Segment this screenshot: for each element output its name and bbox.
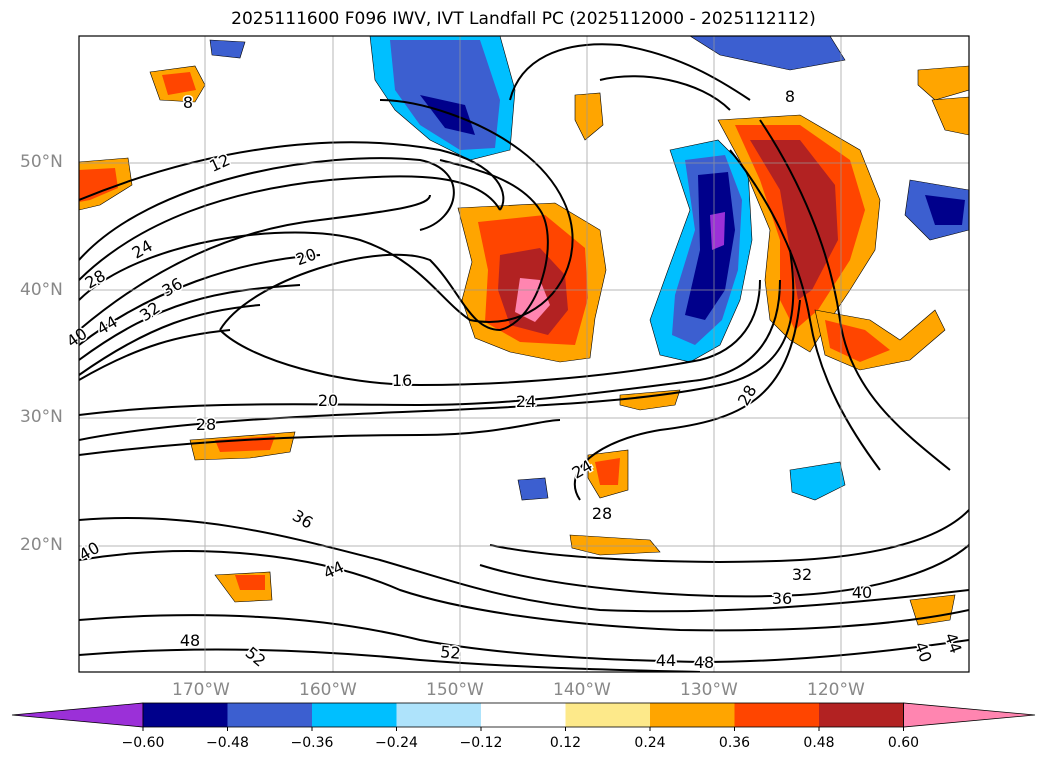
colorbar-extend-low xyxy=(11,702,144,728)
colorbar-tick-label: 0.48 xyxy=(803,735,834,751)
colorbar-extend-high xyxy=(903,702,1036,728)
negative-anomaly-south xyxy=(789,461,846,501)
lon-label-140w: 140°W xyxy=(553,680,611,700)
colorbar-segment xyxy=(650,703,735,727)
colorbar-segment xyxy=(396,703,481,727)
positive-anomaly-nw-core xyxy=(162,72,196,95)
colorbar-tick-label: 0.24 xyxy=(634,735,665,751)
contour-south-40 xyxy=(79,517,969,613)
contour-24 xyxy=(79,175,501,281)
contour-16b xyxy=(219,159,549,332)
contour-label: 32 xyxy=(792,565,812,584)
positive-anomaly-ne-small xyxy=(574,92,604,141)
contour-44 xyxy=(79,329,231,381)
contour-40 xyxy=(79,304,261,376)
contour-label: 20 xyxy=(318,391,338,410)
contour-east-2 xyxy=(759,119,951,471)
negative-anomaly-north-core xyxy=(420,95,475,135)
contour-label: 28 xyxy=(196,415,216,434)
colorbar-frame xyxy=(142,702,904,728)
contour-label: 48 xyxy=(694,653,714,672)
colorbar-tick-label: −0.60 xyxy=(122,735,165,751)
negative-anomaly-band-peak xyxy=(710,212,725,250)
colorbar-tick-label: −0.12 xyxy=(460,735,503,751)
contour-east xyxy=(729,149,881,471)
negative-anomaly-band-core xyxy=(685,172,735,320)
colorbar: −0.60 −0.48 −0.36 −0.24 −0.12 0.12 0.24 0.36 0.4… xyxy=(11,702,1036,751)
contour-32 xyxy=(79,254,321,346)
contour-24b xyxy=(79,249,795,441)
positive-anomaly-west-core xyxy=(79,168,118,202)
lat-label-30n: 30°N xyxy=(20,407,63,427)
colorbar-tick-label: −0.24 xyxy=(375,735,418,751)
contour-south-32 xyxy=(489,509,969,563)
lon-label-160w: 160°W xyxy=(299,680,357,700)
grid-lines xyxy=(79,36,969,672)
contour-label: 8 xyxy=(183,93,193,112)
colorbar-tick-label: 0.60 xyxy=(888,735,919,751)
contour-label: 48 xyxy=(180,631,200,650)
negative-anomaly-small xyxy=(517,477,549,501)
contour-south-52 xyxy=(79,648,701,672)
contour-south-44 xyxy=(79,550,969,632)
contour-label: 52 xyxy=(440,642,462,663)
negative-anomaly-topright xyxy=(689,36,846,71)
colorbar-segment xyxy=(734,703,819,727)
lon-label-130w: 130°W xyxy=(680,680,738,700)
contour-label: 28 xyxy=(592,504,612,523)
contour-label: 44 xyxy=(656,651,676,670)
positive-anomaly-farright xyxy=(917,65,969,101)
contour-12 xyxy=(79,141,505,211)
colorbar-segment xyxy=(143,703,228,727)
lon-label-150w: 150°W xyxy=(426,680,484,700)
positive-anomaly-southwest-core xyxy=(235,575,265,590)
lat-label-40n: 40°N xyxy=(20,280,63,300)
contour-label: 16 xyxy=(392,371,412,390)
ivt-contour-layer xyxy=(79,43,969,672)
contour-label: 36 xyxy=(772,589,792,608)
contour-16 xyxy=(79,157,455,261)
colorbar-segment xyxy=(819,703,904,727)
contour-16c xyxy=(219,279,761,387)
lat-label-50n: 50°N xyxy=(20,152,63,172)
contour-north xyxy=(509,43,751,101)
contour-label: 8 xyxy=(785,87,795,106)
contour-20b xyxy=(79,279,781,416)
contour-28b xyxy=(79,419,561,456)
map-frame xyxy=(78,35,970,673)
contour-28 xyxy=(79,194,431,331)
colorbar-tick-label: 0.12 xyxy=(550,735,581,751)
colorbar-segment xyxy=(565,703,650,727)
contour-label: 40 xyxy=(852,583,872,602)
lon-label-170w: 170°W xyxy=(172,680,230,700)
lat-label-20n: 20°N xyxy=(20,535,63,555)
positive-anomaly-right-south xyxy=(909,594,956,626)
shaded-anomaly-layer xyxy=(79,36,969,626)
contour-north-2 xyxy=(599,75,731,111)
colorbar-segment xyxy=(227,703,312,727)
contour-label: 24 xyxy=(516,392,536,411)
colorbar-tick-label: −0.36 xyxy=(291,735,334,751)
colorbar-segment xyxy=(481,703,566,727)
colorbar-segment xyxy=(312,703,397,727)
positive-anomaly-right-2 xyxy=(931,96,969,136)
negative-anomaly-topleft xyxy=(209,39,246,59)
map-title: 2025111600 F096 IWV, IVT Landfall PC (20… xyxy=(231,9,816,29)
positive-anomaly-coast-core xyxy=(750,140,838,300)
contour-36 xyxy=(79,284,301,361)
contour-28c xyxy=(573,299,801,501)
lon-label-120w: 120°W xyxy=(807,680,865,700)
negative-anomaly-inland-core xyxy=(925,195,965,225)
colorbar-tick-label: −0.48 xyxy=(206,735,249,751)
contour-south-36 xyxy=(479,544,969,598)
positive-anomaly-center-small-core xyxy=(595,458,620,485)
contour-20 xyxy=(79,99,574,323)
colorbar-tick-label: 0.36 xyxy=(719,735,750,751)
